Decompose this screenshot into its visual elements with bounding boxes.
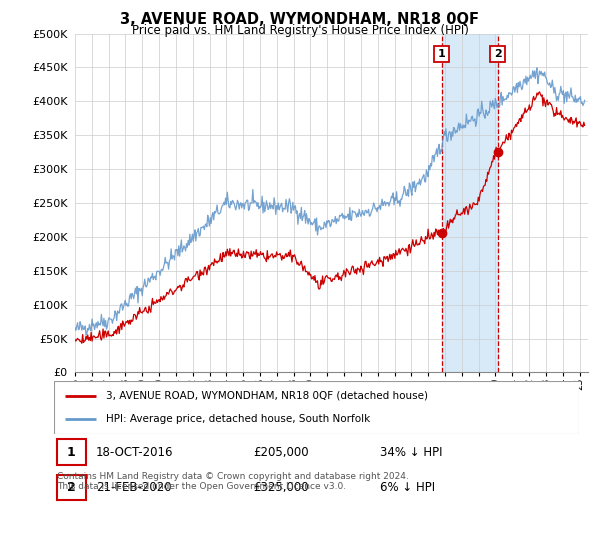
Text: Contains HM Land Registry data © Crown copyright and database right 2024.
This d: Contains HM Land Registry data © Crown c… (57, 472, 409, 492)
Text: 21-FEB-2020: 21-FEB-2020 (96, 481, 172, 494)
Text: 6% ↓ HPI: 6% ↓ HPI (380, 481, 434, 494)
Bar (56, 474, 86, 501)
Text: 2: 2 (494, 49, 502, 59)
Bar (56, 439, 86, 465)
Text: £325,000: £325,000 (254, 481, 309, 494)
Text: Price paid vs. HM Land Registry's House Price Index (HPI): Price paid vs. HM Land Registry's House … (131, 24, 469, 36)
Bar (442, 34, 497, 372)
Text: 1: 1 (67, 446, 76, 459)
Text: 34% ↓ HPI: 34% ↓ HPI (380, 446, 442, 459)
Text: 1: 1 (437, 49, 445, 59)
Text: HPI: Average price, detached house, South Norfolk: HPI: Average price, detached house, Sout… (107, 414, 371, 424)
Text: 18-OCT-2016: 18-OCT-2016 (96, 446, 173, 459)
Text: 3, AVENUE ROAD, WYMONDHAM, NR18 0QF (detached house): 3, AVENUE ROAD, WYMONDHAM, NR18 0QF (det… (107, 391, 428, 401)
Text: 3, AVENUE ROAD, WYMONDHAM, NR18 0QF: 3, AVENUE ROAD, WYMONDHAM, NR18 0QF (121, 12, 479, 27)
Text: £205,000: £205,000 (254, 446, 309, 459)
Text: 2: 2 (67, 481, 76, 494)
